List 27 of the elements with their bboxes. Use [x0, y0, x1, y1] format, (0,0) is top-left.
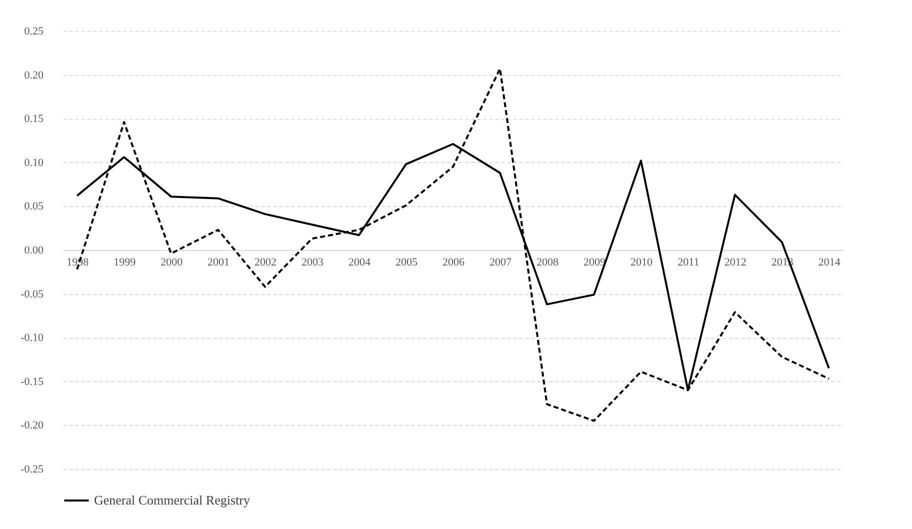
x-tick-label: 2012 — [724, 256, 746, 268]
y-tick-label: -0.25 — [20, 464, 44, 476]
x-tick-label: 2004 — [348, 256, 372, 268]
legend-label: General Commercial Registry — [94, 492, 250, 508]
x-tick-label: 2010 — [630, 256, 653, 268]
y-tick-label: -0.15 — [20, 376, 44, 388]
y-tick-label: 0.00 — [24, 244, 44, 256]
x-tick-label: 2008 — [536, 256, 559, 268]
x-tick-label: 2003 — [302, 256, 324, 268]
x-tick-label: 2001 — [208, 256, 230, 268]
x-tick-label: 2006 — [442, 256, 465, 268]
y-tick-label: -0.20 — [20, 420, 44, 432]
x-tick-label: 1998 — [66, 256, 90, 268]
y-tick-label: 0.15 — [24, 113, 44, 126]
y-tick-label: 0.20 — [24, 69, 44, 82]
x-tick-label: 1999 — [114, 256, 136, 268]
y-tick-label: 0.05 — [24, 200, 44, 213]
y-tick-label: 0.25 — [24, 26, 44, 38]
x-tick-label: 2000 — [160, 256, 184, 268]
y-tick-label: -0.10 — [20, 332, 44, 344]
x-tick-label: 2011 — [678, 256, 700, 268]
y-tick-label: -0.05 — [20, 288, 44, 300]
x-tick-label: 2007 — [489, 256, 512, 268]
x-tick-label: 2002 — [254, 256, 277, 268]
x-tick-label: 2005 — [396, 256, 418, 268]
y-tick-label: 0.10 — [24, 156, 44, 169]
x-tick-label: 2014 — [818, 256, 841, 268]
